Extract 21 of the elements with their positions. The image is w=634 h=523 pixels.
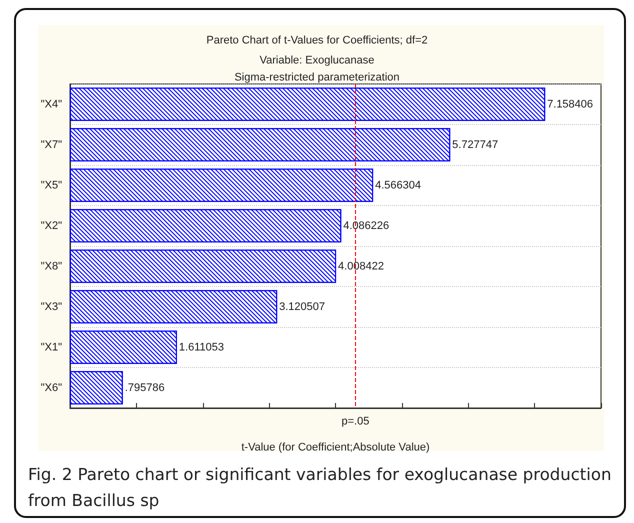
ref-line-label: p=.05 (341, 416, 370, 428)
y-tick-label: "X3" (40, 300, 62, 313)
data-label: 1.611053 (178, 341, 224, 354)
chart-title: Pareto Chart of t-Values for Coefficients; df=2 (206, 34, 428, 46)
y-tick-label: "X8" (40, 260, 62, 272)
caption: Fig. 2 Pareto chart or significant variables for exoglucanase production from Bacillus sp (28, 464, 612, 512)
y-tick-label: "X1" (40, 341, 62, 354)
y-tick-label: "X5" (40, 179, 62, 192)
data-label: 5.727747 (452, 138, 498, 151)
data-label: 4.086226 (343, 220, 390, 232)
y-tick-label: "X6" (40, 382, 62, 394)
data-label: 4.566304 (375, 179, 421, 192)
data-label: .795786 (124, 382, 165, 394)
x-axis-title: t-Value (for Coefficient;Absolute Value) (241, 442, 430, 454)
y-tick-label: "X2" (40, 220, 62, 232)
y-tick-label: "X7" (40, 138, 62, 151)
y-tick-label: "X4" (40, 98, 62, 110)
chart-subtitle: Variable: Exoglucanase Sigma-restricted parameterization (234, 54, 400, 84)
data-label: 4.008422 (338, 260, 384, 272)
data-label: 3.120507 (279, 300, 326, 313)
data-label: 7.158406 (547, 98, 594, 110)
